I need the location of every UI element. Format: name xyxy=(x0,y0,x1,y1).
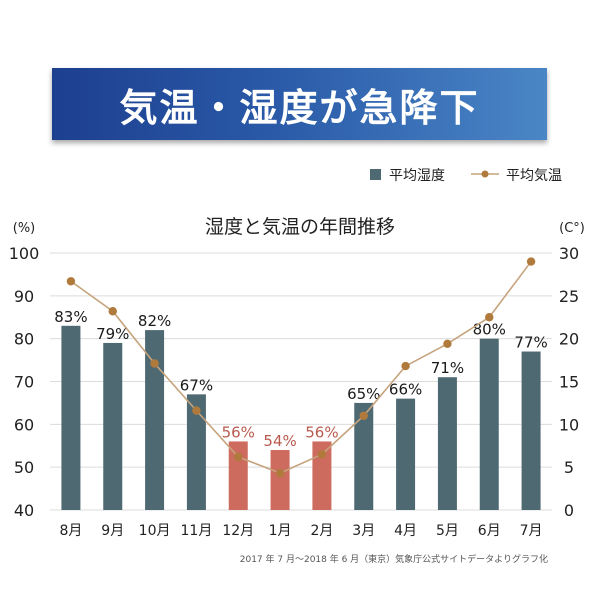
humidity-bar xyxy=(270,450,290,510)
humidity-bar xyxy=(228,441,248,510)
x-tick-label: 12月 xyxy=(222,523,254,539)
chart-title: 湿度と気温の年間推移 xyxy=(205,216,395,238)
humidity-bars xyxy=(61,325,541,510)
humidity-bar xyxy=(61,325,81,510)
y-left-tick-label: 60 xyxy=(14,415,34,434)
humidity-bar xyxy=(354,402,374,510)
y-right-tick-label: 15 xyxy=(559,373,579,392)
y-right-axis-label: (C°) xyxy=(559,221,585,236)
x-tick-label: 3月 xyxy=(352,523,375,539)
humidity-bar xyxy=(145,330,165,510)
legend-bar-swatch xyxy=(370,169,381,180)
x-tick-label: 10月 xyxy=(139,523,171,539)
humidity-data-label: 80% xyxy=(473,321,506,339)
y-left-tick-label: 40 xyxy=(14,501,34,520)
humidity-data-label: 56% xyxy=(222,423,255,441)
y-left-tick-label: 50 xyxy=(14,458,34,477)
temperature-point xyxy=(150,359,159,368)
humidity-bar xyxy=(521,351,541,510)
temperature-point xyxy=(317,450,327,459)
x-axis-labels: 8月 9月 10月 11月 12月 1月 2月 3月 4月 5月 6月 7月 xyxy=(59,523,542,539)
temperature-point xyxy=(234,452,243,462)
humidity-data-label: 79% xyxy=(96,325,129,343)
legend: 平均湿度 平均気温 xyxy=(370,168,562,184)
y-right-tick-label: 5 xyxy=(564,458,574,477)
x-tick-label: 11月 xyxy=(181,523,213,539)
humidity-data-label: 56% xyxy=(305,423,338,441)
temperature-line-series xyxy=(66,257,536,478)
humidity-bar xyxy=(396,398,416,510)
x-tick-label: 6月 xyxy=(478,523,501,539)
temperature-point xyxy=(66,277,76,286)
humidity-data-label: 71% xyxy=(431,359,464,377)
humidity-data-label: 77% xyxy=(514,334,547,352)
temperature-point xyxy=(485,313,494,322)
y-left-axis-label: (%) xyxy=(13,221,36,236)
x-tick-label: 5月 xyxy=(436,523,459,539)
source-note: 2017 年 7 月〜2018 年 6 月（東京）気象庁公式サイトデータよりグラ… xyxy=(240,553,548,565)
legend-line-marker xyxy=(481,170,489,178)
temperature-point xyxy=(526,257,536,266)
gridlines xyxy=(50,252,552,511)
y-right-tick-label: 25 xyxy=(559,287,579,306)
temperature-line xyxy=(70,261,532,475)
humidity-data-label: 67% xyxy=(180,376,213,394)
temperature-point xyxy=(443,339,452,349)
y-left-tick-label: 100 xyxy=(9,244,40,263)
title-banner: 気温・湿度が急降下 xyxy=(52,68,547,140)
humidity-bar xyxy=(186,394,206,510)
temperature-point xyxy=(192,406,201,415)
y-right-tick-label: 20 xyxy=(559,330,579,349)
humidity-bar xyxy=(312,441,332,510)
humidity-bar xyxy=(103,342,123,510)
y-left-ticks: 40 50 60 70 80 90 100 xyxy=(9,244,40,520)
legend-line-label: 平均気温 xyxy=(506,168,562,184)
humidity-data-label: 66% xyxy=(389,381,422,399)
temperature-point xyxy=(401,361,410,371)
y-right-ticks: 0 5 10 15 20 25 30 xyxy=(559,244,579,520)
temperature-point xyxy=(359,411,368,420)
temperature-point xyxy=(108,307,117,316)
y-left-tick-label: 70 xyxy=(14,373,34,392)
x-tick-label: 2月 xyxy=(310,523,333,539)
x-tick-label: 4月 xyxy=(394,523,417,539)
temperature-point xyxy=(275,468,285,478)
banner-title: 気温・湿度が急降下 xyxy=(119,84,480,130)
humidity-data-label: 65% xyxy=(347,385,380,403)
humidity-labels: 83% 79% 82% 67% 56% 54% 56% 65% 66% 71% 80% 77% xyxy=(54,308,548,450)
y-left-tick-label: 90 xyxy=(14,287,34,306)
x-tick-label: 8月 xyxy=(59,523,82,539)
x-tick-label: 9月 xyxy=(101,523,124,539)
humidity-data-label: 54% xyxy=(263,432,296,450)
x-tick-label: 7月 xyxy=(520,523,543,539)
humidity-bar xyxy=(437,377,457,510)
humidity-data-label: 83% xyxy=(54,308,87,326)
y-right-tick-label: 10 xyxy=(559,415,579,434)
humidity-bar xyxy=(479,338,499,510)
humidity-data-label: 82% xyxy=(138,312,171,330)
y-right-tick-label: 30 xyxy=(559,244,579,263)
y-right-tick-label: 0 xyxy=(564,501,574,520)
x-tick-label: 1月 xyxy=(269,523,292,539)
legend-bar-label: 平均湿度 xyxy=(389,168,445,184)
y-left-tick-label: 80 xyxy=(14,330,34,349)
